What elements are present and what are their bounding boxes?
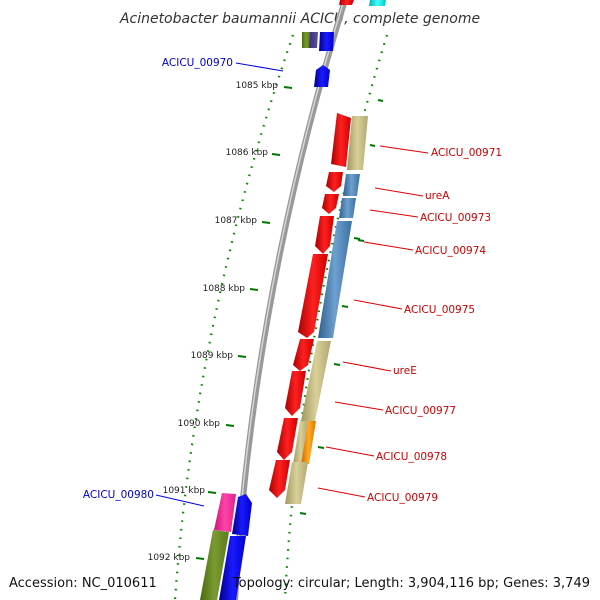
feature-blue-00980[interactable] [232, 494, 252, 536]
feature-green-top[interactable] [302, 32, 310, 48]
tick-label: 1088 kbp [203, 284, 246, 294]
tick-labels: 1085 kbp 1086 kbp 1087 kbp 1088 kbp 1089… [148, 81, 279, 563]
feature-red-top[interactable] [339, 0, 354, 5]
gene-label[interactable]: ureE [393, 365, 417, 377]
gene-label[interactable]: ACICU_00971 [431, 147, 502, 159]
label-leaders [155, 62, 429, 507]
accession-text: Accession: NC_010611 [9, 576, 157, 591]
gene-ACICU_00975[interactable] [298, 254, 328, 338]
feature-olive-ureE-00977[interactable] [301, 341, 331, 421]
feature-steel-00973[interactable] [339, 198, 356, 218]
tick-label: 1089 kbp [191, 351, 234, 361]
gene-ureA[interactable] [326, 172, 343, 192]
outer-dotted-circle [173, 34, 295, 600]
gene-label[interactable]: ACICU_00979 [367, 492, 438, 504]
feature-olive-00971[interactable] [347, 116, 368, 170]
feature-olive-00978[interactable] [293, 421, 308, 464]
feature-blue-bottom[interactable] [219, 536, 246, 600]
feature-cyan-top[interactable] [369, 0, 386, 6]
feature-blue-top[interactable] [319, 32, 334, 51]
feature-purple-top[interactable] [309, 32, 318, 48]
inner-track-ticks [299, 99, 384, 515]
gene-ACICU_00974[interactable] [315, 216, 334, 254]
gene-label[interactable]: ACICU_00975 [404, 304, 475, 316]
feature-steel-00974-00975[interactable] [318, 221, 352, 338]
feature-orange-00978[interactable] [301, 421, 316, 464]
gene-ACICU_00970[interactable] [314, 65, 330, 87]
tick-label: 1085 kbp [236, 81, 279, 91]
gene-ACICU_00971[interactable] [331, 113, 351, 167]
gene-label[interactable]: ACICU_00974 [415, 245, 486, 257]
gene-ACICU_00978[interactable] [277, 418, 298, 460]
feature-steel-ureA[interactable] [343, 174, 360, 196]
tick-label: 1087 kbp [215, 216, 258, 226]
gene-ACICU_00973[interactable] [322, 194, 339, 214]
gene-label[interactable]: ureA [425, 190, 450, 202]
gene-ACICU_00980[interactable] [214, 493, 236, 532]
feature-green-bottom[interactable] [200, 530, 229, 600]
tick-label: 1091 kbp [163, 486, 206, 496]
gene-ACICU_00979[interactable] [269, 460, 290, 498]
tick-label: 1086 kbp [226, 148, 269, 158]
feature-olive-00979[interactable] [285, 462, 308, 504]
gene-ACICU_00977[interactable] [285, 371, 306, 416]
map-title: Acinetobacter baumannii ACICU, complete … [119, 11, 480, 27]
genome-summary-text: Topology: circular; Length: 3,904,116 bp… [232, 576, 590, 591]
tick-label: 1090 kbp [178, 419, 221, 429]
tick-marks [195, 86, 293, 560]
gene-label[interactable]: ACICU_00977 [385, 405, 456, 417]
gene-label[interactable]: ACICU_00978 [376, 451, 447, 463]
gene-label[interactable]: ACICU_00970 [162, 57, 233, 69]
gene-ureE[interactable] [293, 339, 314, 371]
tick-label: 1092 kbp [148, 553, 191, 563]
gene-label[interactable]: ACICU_00973 [420, 212, 491, 224]
gene-label[interactable]: ACICU_00980 [83, 489, 154, 501]
